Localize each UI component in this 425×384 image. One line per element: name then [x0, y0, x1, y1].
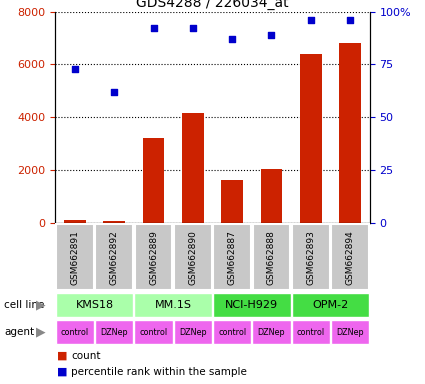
Point	[229, 36, 235, 42]
Text: NCI-H929: NCI-H929	[225, 300, 278, 310]
Point	[150, 25, 157, 31]
Bar	[64, 220, 86, 223]
Text: OPM-2: OPM-2	[312, 300, 348, 310]
Text: ■: ■	[57, 351, 68, 361]
Text: GSM662890: GSM662890	[188, 230, 197, 285]
Bar	[56, 320, 94, 344]
Text: ■: ■	[57, 366, 68, 377]
Bar	[300, 54, 322, 223]
Text: DZNep: DZNep	[179, 328, 207, 337]
Text: GSM662891: GSM662891	[71, 230, 79, 285]
Bar	[95, 224, 133, 290]
Bar	[213, 224, 251, 290]
Text: GSM662894: GSM662894	[346, 230, 354, 285]
Bar	[339, 43, 361, 223]
Bar	[252, 224, 290, 290]
Bar	[292, 224, 330, 290]
Text: agent: agent	[4, 327, 34, 337]
Title: GDS4288 / 226034_at: GDS4288 / 226034_at	[136, 0, 289, 10]
Point	[111, 89, 118, 95]
Bar	[261, 169, 282, 223]
Text: GSM662888: GSM662888	[267, 230, 276, 285]
Text: GSM662893: GSM662893	[306, 230, 315, 285]
Text: GSM662889: GSM662889	[149, 230, 158, 285]
Text: control: control	[61, 328, 89, 337]
Point	[307, 17, 314, 23]
Text: DZNep: DZNep	[100, 328, 128, 337]
Text: control: control	[297, 328, 325, 337]
Bar	[174, 224, 212, 290]
Bar	[56, 293, 133, 317]
Bar	[103, 222, 125, 223]
Bar	[213, 320, 252, 344]
Text: DZNep: DZNep	[258, 328, 285, 337]
Bar	[292, 320, 330, 344]
Point	[347, 17, 354, 23]
Text: control: control	[139, 328, 167, 337]
Bar	[331, 320, 369, 344]
Bar	[173, 320, 212, 344]
Bar	[213, 293, 291, 317]
Point	[268, 31, 275, 38]
Text: KMS18: KMS18	[76, 300, 113, 310]
Bar	[95, 320, 133, 344]
Text: cell line: cell line	[4, 300, 45, 310]
Bar	[143, 138, 164, 223]
Text: percentile rank within the sample: percentile rank within the sample	[71, 366, 247, 377]
Bar	[252, 320, 291, 344]
Bar	[292, 293, 369, 317]
Bar	[221, 180, 243, 223]
Text: ▶: ▶	[37, 299, 46, 312]
Bar	[134, 293, 212, 317]
Text: count: count	[71, 351, 101, 361]
Bar	[182, 113, 204, 223]
Text: GSM662892: GSM662892	[110, 230, 119, 285]
Text: DZNep: DZNep	[336, 328, 364, 337]
Text: GSM662887: GSM662887	[228, 230, 237, 285]
Text: MM.1S: MM.1S	[155, 300, 192, 310]
Bar	[56, 224, 94, 290]
Text: ▶: ▶	[37, 326, 46, 339]
Point	[71, 65, 78, 71]
Bar	[134, 320, 173, 344]
Text: control: control	[218, 328, 246, 337]
Bar	[331, 224, 369, 290]
Bar	[135, 224, 173, 290]
Point	[190, 25, 196, 31]
